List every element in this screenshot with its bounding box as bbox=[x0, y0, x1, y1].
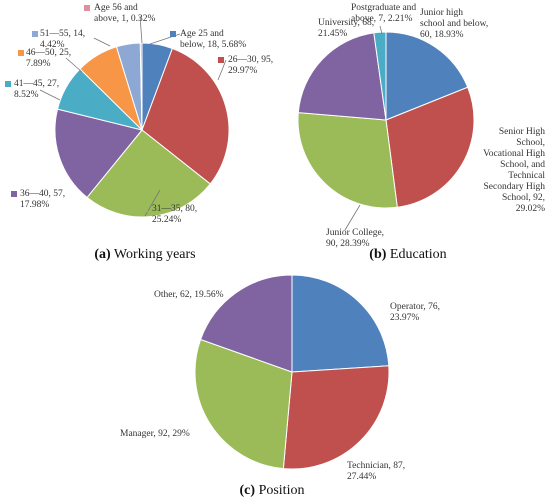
slice-data-label: Postgraduate and above, 7, 2.21% bbox=[351, 3, 416, 24]
label-leader-line bbox=[139, 15, 143, 44]
slice-data-label: Age 56 and above, 1, 0.32% bbox=[94, 3, 156, 24]
data-label-line: 90, 28.39% bbox=[326, 239, 370, 249]
legend-marker bbox=[11, 191, 17, 197]
pie-slice bbox=[385, 86, 475, 208]
slice-data-label: 41—45, 27, 8.52% bbox=[14, 79, 59, 100]
data-label-line: Manager, 92, 29% bbox=[120, 429, 190, 439]
position-pie-chart: Operator, 76, 23.97% Technician, 87, 27.44%… bbox=[120, 274, 440, 482]
data-label-line: 36—40, 57, bbox=[20, 189, 65, 199]
slice-data-label: 51—55, 14, 4.42% bbox=[40, 29, 85, 50]
label-leader-line bbox=[65, 57, 83, 73]
pie-slice bbox=[385, 31, 469, 121]
data-label-line: Operator, 76, bbox=[390, 302, 440, 312]
slice-data-label: Technician, 87, 27.44% bbox=[347, 461, 405, 482]
data-label-line: 31—35, 80, bbox=[152, 204, 197, 214]
slice-data-label: Senior High School, Vocational High School,… bbox=[483, 127, 545, 214]
data-label-line: 25.24% bbox=[152, 215, 181, 225]
data-label-line: Technician, 87, bbox=[347, 461, 405, 471]
data-label-line: Junior high bbox=[420, 8, 463, 18]
data-label-line: above, 1, 0.32% bbox=[94, 14, 156, 24]
data-label-line: Junior College, bbox=[326, 228, 384, 238]
pie-slice bbox=[86, 129, 211, 218]
pie-slice bbox=[141, 47, 230, 185]
data-label-line: 4.42% bbox=[40, 40, 65, 50]
pie-slice bbox=[199, 274, 293, 373]
slice-data-label: Junior College, 90, 28.39% bbox=[326, 228, 384, 249]
caption-position: (c) Position bbox=[240, 483, 305, 498]
pie-slice bbox=[282, 365, 390, 470]
legend-marker bbox=[142, 206, 148, 212]
pie-slice bbox=[297, 112, 398, 209]
data-label-line: Secondary High bbox=[484, 182, 546, 192]
pie-slice bbox=[297, 32, 387, 121]
pie-slice bbox=[54, 108, 143, 199]
education-pie-chart: Junior high school and below, 60, 18.93% Se… bbox=[297, 3, 545, 249]
data-label-line: 8.52% bbox=[14, 90, 39, 100]
data-label-line: 51—55, 14, bbox=[40, 29, 85, 39]
slice-data-label: Junior high school and below, 60, 18.93% bbox=[420, 8, 488, 40]
data-label-line: school and below, bbox=[420, 19, 488, 29]
data-label-line: 26—30, 95, bbox=[228, 55, 273, 65]
legend-marker bbox=[170, 31, 176, 37]
data-label-line: 29.97% bbox=[228, 66, 257, 76]
data-label-line: Age 56 and bbox=[94, 3, 138, 13]
data-label-line: Postgraduate and bbox=[351, 3, 416, 13]
data-label-line: 23.97% bbox=[390, 313, 419, 323]
data-label-line: 41—45, 27, bbox=[14, 79, 59, 89]
slice-data-label: Operator, 76, 23.97% bbox=[390, 302, 440, 323]
data-label-line: Senior High bbox=[499, 127, 545, 137]
legend-marker bbox=[32, 31, 38, 37]
slice-data-label: Other, 62, 19.56% bbox=[154, 290, 224, 300]
data-label-line: 21.45% bbox=[318, 29, 347, 39]
data-label-line: 27.44% bbox=[347, 472, 376, 482]
label-leader-line bbox=[344, 204, 361, 231]
data-label-line: School, 92, bbox=[502, 193, 545, 203]
data-label-line: below, 18, 5.68% bbox=[180, 40, 246, 50]
slice-data-label: University, 68, 21.45% bbox=[318, 18, 374, 39]
slice-data-label: Manager, 92, 29% bbox=[120, 429, 190, 439]
data-label-line: University, 68, bbox=[318, 18, 374, 28]
pie-slice bbox=[194, 338, 293, 470]
data-label-line: 17.98% bbox=[20, 200, 49, 210]
label-leader-line bbox=[39, 89, 61, 101]
data-label-line: Technical bbox=[508, 171, 545, 181]
slice-data-label: 26—30, 95, 29.97% bbox=[228, 55, 273, 76]
legend-marker bbox=[218, 57, 224, 63]
working-years-pie-chart: Age 25 and below, 18, 5.68% 26—30, 95, 29.9… bbox=[5, 3, 273, 225]
slice-data-label: Age 25 and below, 18, 5.68% bbox=[180, 29, 246, 50]
data-label-line: Other, 62, 19.56% bbox=[154, 290, 224, 300]
label-leader-line bbox=[217, 59, 227, 81]
caption-education: (b) Education bbox=[369, 247, 446, 262]
data-label-line: 7.89% bbox=[26, 59, 51, 69]
slice-data-label: 36—40, 57, 17.98% bbox=[20, 189, 65, 210]
data-label-line: above, 7, 2.21% bbox=[351, 14, 413, 24]
legend-marker bbox=[84, 5, 90, 11]
data-label-line: 29.02% bbox=[516, 204, 545, 214]
caption-working-years: (a) Working years bbox=[94, 247, 195, 262]
data-label-line: 60, 18.93% bbox=[420, 30, 464, 40]
data-label-line: Vocational High bbox=[483, 149, 545, 159]
legend-marker bbox=[18, 50, 24, 56]
slice-data-label: 31—35, 80, 25.24% bbox=[152, 204, 197, 225]
legend-marker bbox=[5, 81, 11, 87]
label-leader-line bbox=[379, 25, 383, 35]
data-label-line: School, and bbox=[500, 160, 545, 170]
pie-slice bbox=[373, 31, 387, 121]
data-label-line: 46—50, 25, bbox=[26, 48, 71, 58]
slice-data-label: 46—50, 25, 7.89% bbox=[26, 48, 71, 69]
data-label-line: School, bbox=[516, 138, 545, 148]
data-label-line: Age 25 and bbox=[180, 29, 224, 39]
pie-slice bbox=[291, 274, 390, 373]
label-leader-line bbox=[93, 37, 111, 47]
